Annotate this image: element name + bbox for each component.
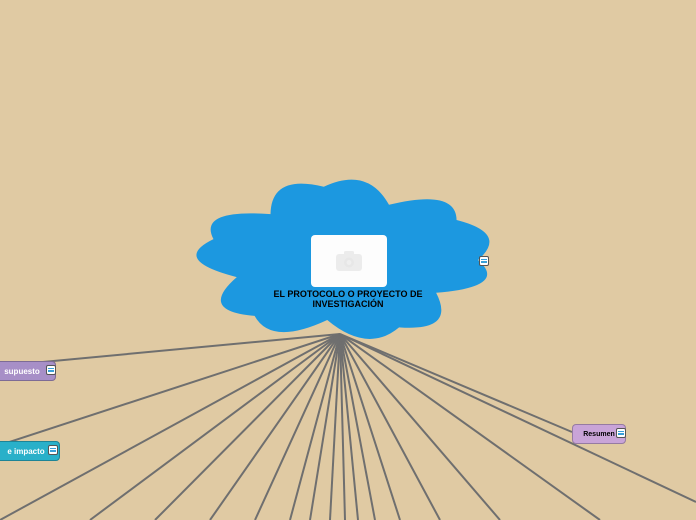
- branch-line: [340, 334, 500, 520]
- notes-icon[interactable]: [479, 256, 489, 266]
- mindmap-canvas: EL PROTOCOLO O PROYECTO DE INVESTIGACIÓN…: [0, 0, 696, 520]
- branch-line: [210, 334, 340, 520]
- notes-icon[interactable]: [616, 428, 626, 438]
- notes-icon[interactable]: [48, 445, 58, 455]
- branch-line: [90, 334, 340, 520]
- image-placeholder: [311, 235, 387, 287]
- branch-line: [340, 334, 696, 502]
- branch-line: [155, 334, 340, 520]
- camera-icon: [335, 250, 363, 272]
- notes-icon[interactable]: [46, 365, 56, 375]
